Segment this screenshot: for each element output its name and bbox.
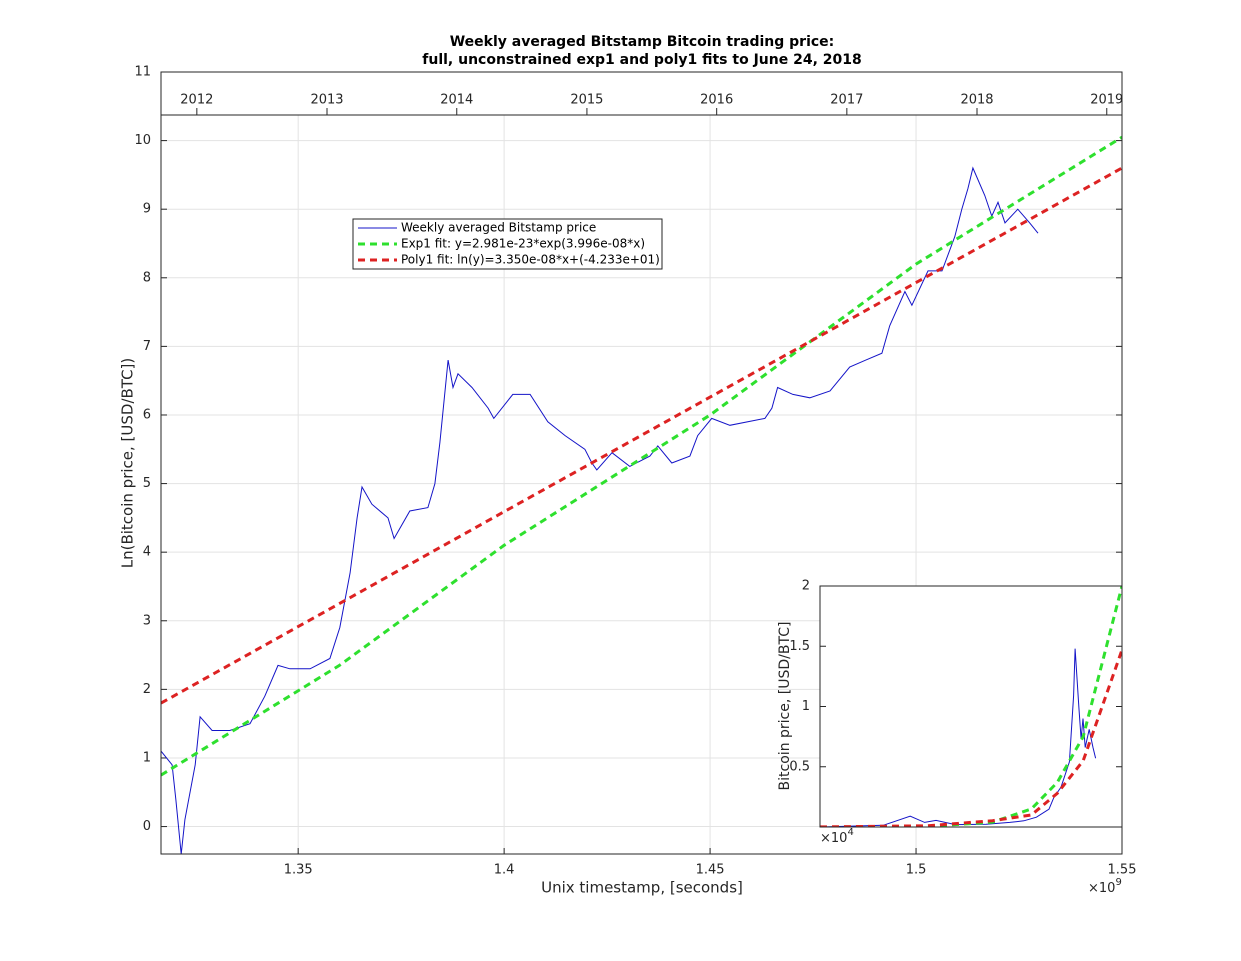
y-tick-label: 1 [802,699,810,714]
year-tick-label: 2012 [180,93,213,108]
y-tick-label: 5 [143,476,151,491]
legend-box [352,218,663,270]
x-tick-label: 1.5 [906,863,927,878]
y-tick-label: 6 [143,407,151,422]
data-line [161,166,1122,705]
year-tick-label: 2018 [960,93,993,108]
y-tick-label: 8 [143,270,151,285]
y-exponent-base: ×10 [820,831,847,846]
plot-frame [819,585,1123,828]
data-line [161,166,1039,854]
year-tick-label: 2013 [310,93,343,108]
x-exponent: ×109 [1088,877,1122,896]
year-tick-label: 2017 [830,93,863,108]
y-tick-label: 11 [134,65,151,80]
legend: Weekly averaged Bitstamp price Exp1 fit: … [352,218,663,270]
year-axis-background [160,71,1123,116]
y-tick-label: 3 [143,613,151,628]
legend-label: Poly1 fit: ln(y)=3.350e-08*x+(-4.233e+01… [401,253,660,267]
y-tick-label: 1 [143,750,151,765]
x-exponent-power: 9 [1115,877,1121,888]
year-tick-label: 2019 [1090,93,1123,108]
x-exponent-base: ×10 [1088,881,1115,896]
y-exponent: ×104 [820,827,854,846]
inset-y-axis-label: Bitcoin price, [USD/BTC] [777,622,793,791]
year-tick-label: 2014 [440,93,473,108]
y-tick-label: 1.5 [789,639,810,654]
y-tick-label: 10 [134,133,151,148]
chart-title: Weekly averaged Bitstamp Bitcoin trading… [450,34,835,50]
x-tick-label: 1.4 [494,863,515,878]
x-tick-label: 1.55 [1108,863,1137,878]
y-tick-label: 0 [143,819,151,834]
legend-label: Weekly averaged Bitstamp price [401,221,596,235]
y-tick-label: 2 [802,579,810,594]
plot-background [820,586,1122,827]
y-exponent-power: 4 [847,827,853,838]
y-tick-label: 2 [143,682,151,697]
x-tick-label: 1.35 [284,863,313,878]
plot-frame [160,71,1123,855]
y-tick-label: 9 [143,202,151,217]
y-tick-label: 7 [143,339,151,354]
chart-subtitle: full, unconstrained exp1 and poly1 fits … [422,52,861,68]
y-tick-label: 4 [143,545,151,560]
series-group [161,135,1122,854]
y-axis-label: Ln(Bitcoin price, [USD/BTC]) [119,358,137,569]
y-tick-label: 0.5 [789,759,810,774]
x-axis-label: Unix timestamp, [seconds] [541,879,743,897]
year-tick-label: 2015 [570,93,603,108]
data-line [161,135,1122,777]
year-tick-label: 2016 [700,93,733,108]
x-tick-label: 1.45 [696,863,725,878]
legend-label: Exp1 fit: y=2.981e-23*exp(3.996e-08*x) [401,237,645,251]
